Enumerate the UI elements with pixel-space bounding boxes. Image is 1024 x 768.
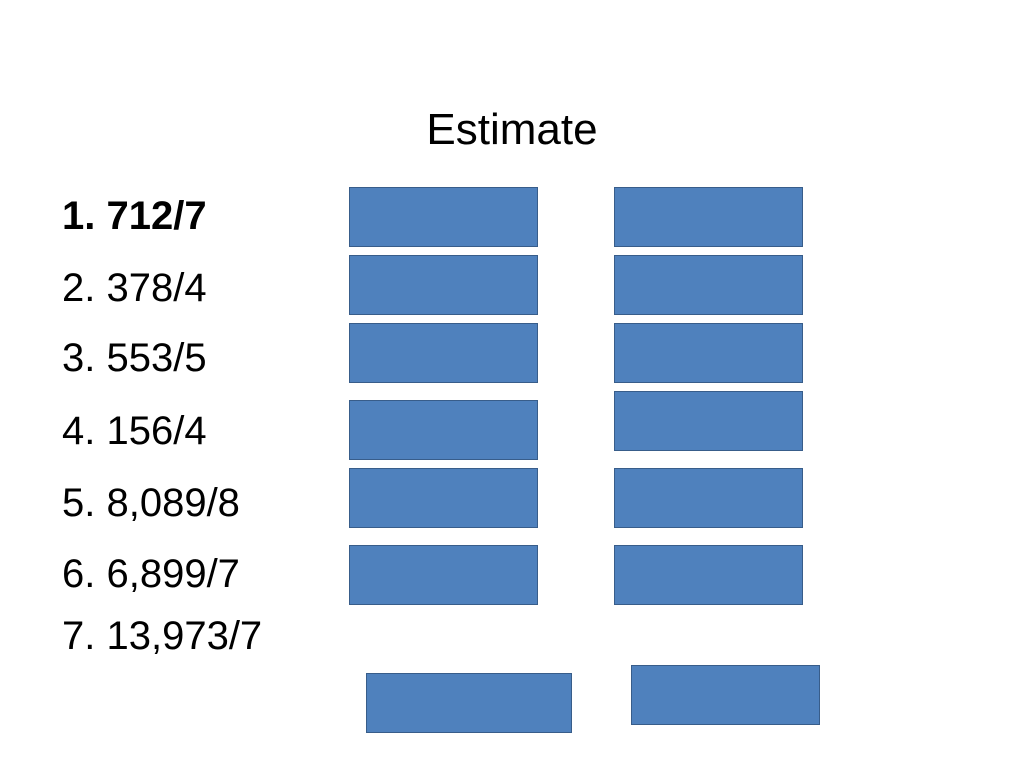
- list-item: 7. 13,973/7: [62, 614, 263, 658]
- answer-box: [614, 391, 803, 451]
- list-item: 3. 553/5: [62, 336, 207, 380]
- list-item: 2. 378/4: [62, 266, 207, 310]
- answer-box: [349, 468, 538, 528]
- answer-box: [349, 323, 538, 383]
- answer-box: [366, 673, 572, 733]
- answer-box: [349, 545, 538, 605]
- answer-box: [614, 323, 803, 383]
- answer-box: [614, 187, 803, 247]
- answer-box: [614, 468, 803, 528]
- answer-box: [614, 545, 803, 605]
- answer-box: [349, 187, 538, 247]
- answer-box: [614, 255, 803, 315]
- answer-box: [349, 400, 538, 460]
- list-item: 5. 8,089/8: [62, 481, 240, 525]
- answer-box: [349, 255, 538, 315]
- list-item: 1. 712/7: [62, 194, 207, 238]
- list-item: 4. 156/4: [62, 409, 207, 453]
- slide-title: Estimate: [426, 105, 598, 154]
- list-item: 6. 6,899/7: [62, 552, 240, 596]
- answer-box: [631, 665, 820, 725]
